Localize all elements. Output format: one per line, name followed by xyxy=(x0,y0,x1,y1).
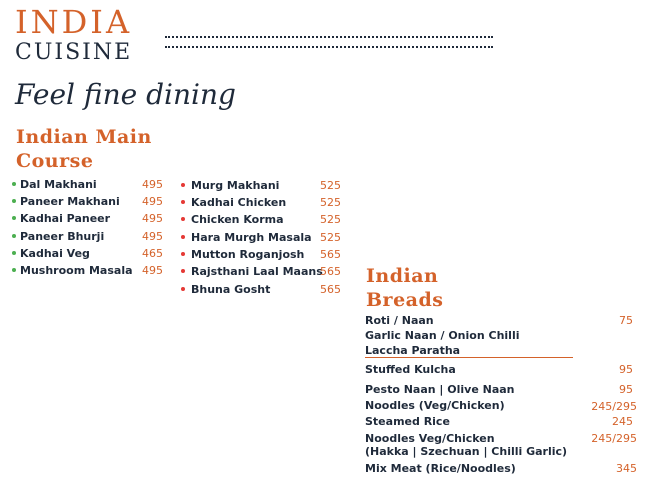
main-course-title-line2: Course xyxy=(16,150,94,172)
menu-item-name: Mushroom Masala xyxy=(20,264,133,277)
menu-item-price: 565 xyxy=(320,248,341,261)
menu-item-price: 245 xyxy=(612,415,633,428)
brand-subtitle: CUISINE xyxy=(15,40,133,65)
veg-dot-icon xyxy=(12,268,16,272)
nonveg-dot-icon xyxy=(181,287,185,291)
menu-item-price: 95 xyxy=(619,383,633,396)
menu-item-price: 75 xyxy=(619,314,633,327)
menu-item-price: 245/295 xyxy=(591,432,637,445)
menu-item-name: Roti / Naan xyxy=(365,314,434,327)
menu-item-price: 95 xyxy=(619,363,633,376)
nonveg-dot-icon xyxy=(181,235,185,239)
veg-dot-icon xyxy=(12,234,16,238)
menu-item-price: 565 xyxy=(320,283,341,296)
menu-item-name: Pesto Naan | Olive Naan xyxy=(365,383,515,396)
menu-item-price: 245/295 xyxy=(591,400,637,413)
menu-item-name: Stuffed Kulcha xyxy=(365,363,456,376)
dotted-divider xyxy=(165,36,493,48)
menu-item-price: 495 xyxy=(142,178,163,191)
menu-item-name: Laccha Paratha xyxy=(365,344,461,357)
menu-item-name: Mutton Roganjosh xyxy=(191,248,305,261)
menu-item-price: 495 xyxy=(142,195,163,208)
divider-line xyxy=(365,357,573,358)
menu-item-price: 525 xyxy=(320,231,341,244)
menu-item-name: Kadhai Paneer xyxy=(20,212,111,225)
menu-item-price: 525 xyxy=(320,213,341,226)
menu-item-name: Hara Murgh Masala xyxy=(191,231,312,244)
menu-item-name: Mix Meat (Rice/Noodles) xyxy=(365,462,516,475)
menu-item-name: Murg Makhani xyxy=(191,179,280,192)
menu-item-name: Paneer Bhurji xyxy=(20,230,105,243)
nonveg-dot-icon xyxy=(181,217,185,221)
tagline: Feel fine dining xyxy=(15,78,236,111)
menu-item-price: 565 xyxy=(320,265,341,278)
menu-item-name: Kadhai Chicken xyxy=(191,196,287,209)
breads-title-line1: Indian xyxy=(366,265,439,287)
veg-dot-icon xyxy=(12,182,16,186)
menu-item-price: 525 xyxy=(320,196,341,209)
menu-item-name: Kadhai Veg xyxy=(20,247,90,260)
menu-item-name: Bhuna Gosht xyxy=(191,283,271,296)
menu-item-price: 495 xyxy=(142,264,163,277)
menu-item-name: Dal Makhani xyxy=(20,178,97,191)
main-course-title-line1: Indian Main xyxy=(16,126,152,148)
menu-item-name: (Hakka | Szechuan | Chilli Garlic) xyxy=(365,445,568,458)
menu-item-name: Noodles Veg/Chicken xyxy=(365,432,495,445)
breads-title-line2: Breads xyxy=(366,289,444,311)
veg-dot-icon xyxy=(12,199,16,203)
menu-item-name: Steamed Rice xyxy=(365,415,450,428)
menu-item-name: Garlic Naan / Onion Chilli xyxy=(365,329,520,342)
menu-item-price: 345 xyxy=(616,462,637,475)
nonveg-dot-icon xyxy=(181,269,185,273)
menu-item-name: Rajsthani Laal Maans xyxy=(191,265,323,278)
brand-title: INDIA xyxy=(15,3,133,41)
nonveg-dot-icon xyxy=(181,183,185,187)
menu-item-name: Paneer Makhani xyxy=(20,195,120,208)
nonveg-dot-icon xyxy=(181,252,185,256)
menu-item-name: Noodles (Veg/Chicken) xyxy=(365,399,505,412)
menu-item-price: 495 xyxy=(142,212,163,225)
veg-dot-icon xyxy=(12,216,16,220)
nonveg-dot-icon xyxy=(181,200,185,204)
veg-dot-icon xyxy=(12,251,16,255)
menu-item-name: Chicken Korma xyxy=(191,213,284,226)
menu-item-price: 495 xyxy=(142,230,163,243)
menu-item-price: 525 xyxy=(320,179,341,192)
menu-item-price: 465 xyxy=(142,247,163,260)
